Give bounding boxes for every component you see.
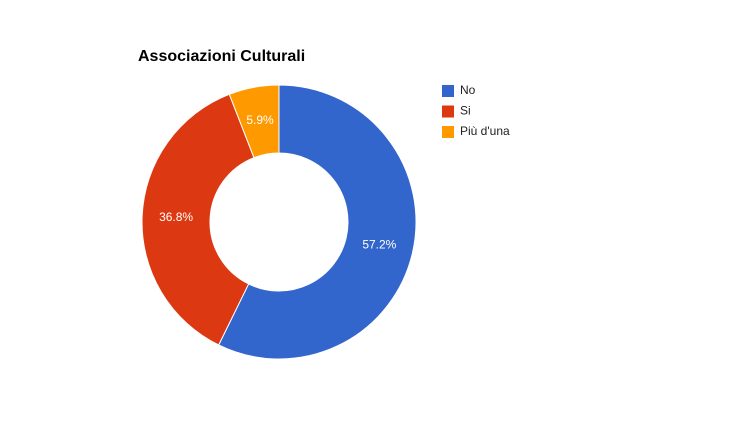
donut-slice	[228, 84, 280, 159]
donut-slice	[218, 84, 417, 360]
legend-label: Più d'una	[460, 124, 510, 138]
data-label: 36.8%	[159, 210, 193, 224]
donut-slice	[141, 93, 255, 346]
legend-label: Si	[460, 104, 471, 118]
data-label: 57.2%	[362, 237, 396, 251]
legend-swatch	[442, 85, 454, 97]
chart-title: Associazioni Culturali	[138, 48, 305, 65]
legend-swatch	[442, 105, 454, 118]
legend-swatch	[442, 126, 454, 138]
data-label: 5.9%	[246, 113, 274, 127]
legend-label: No	[460, 83, 476, 97]
